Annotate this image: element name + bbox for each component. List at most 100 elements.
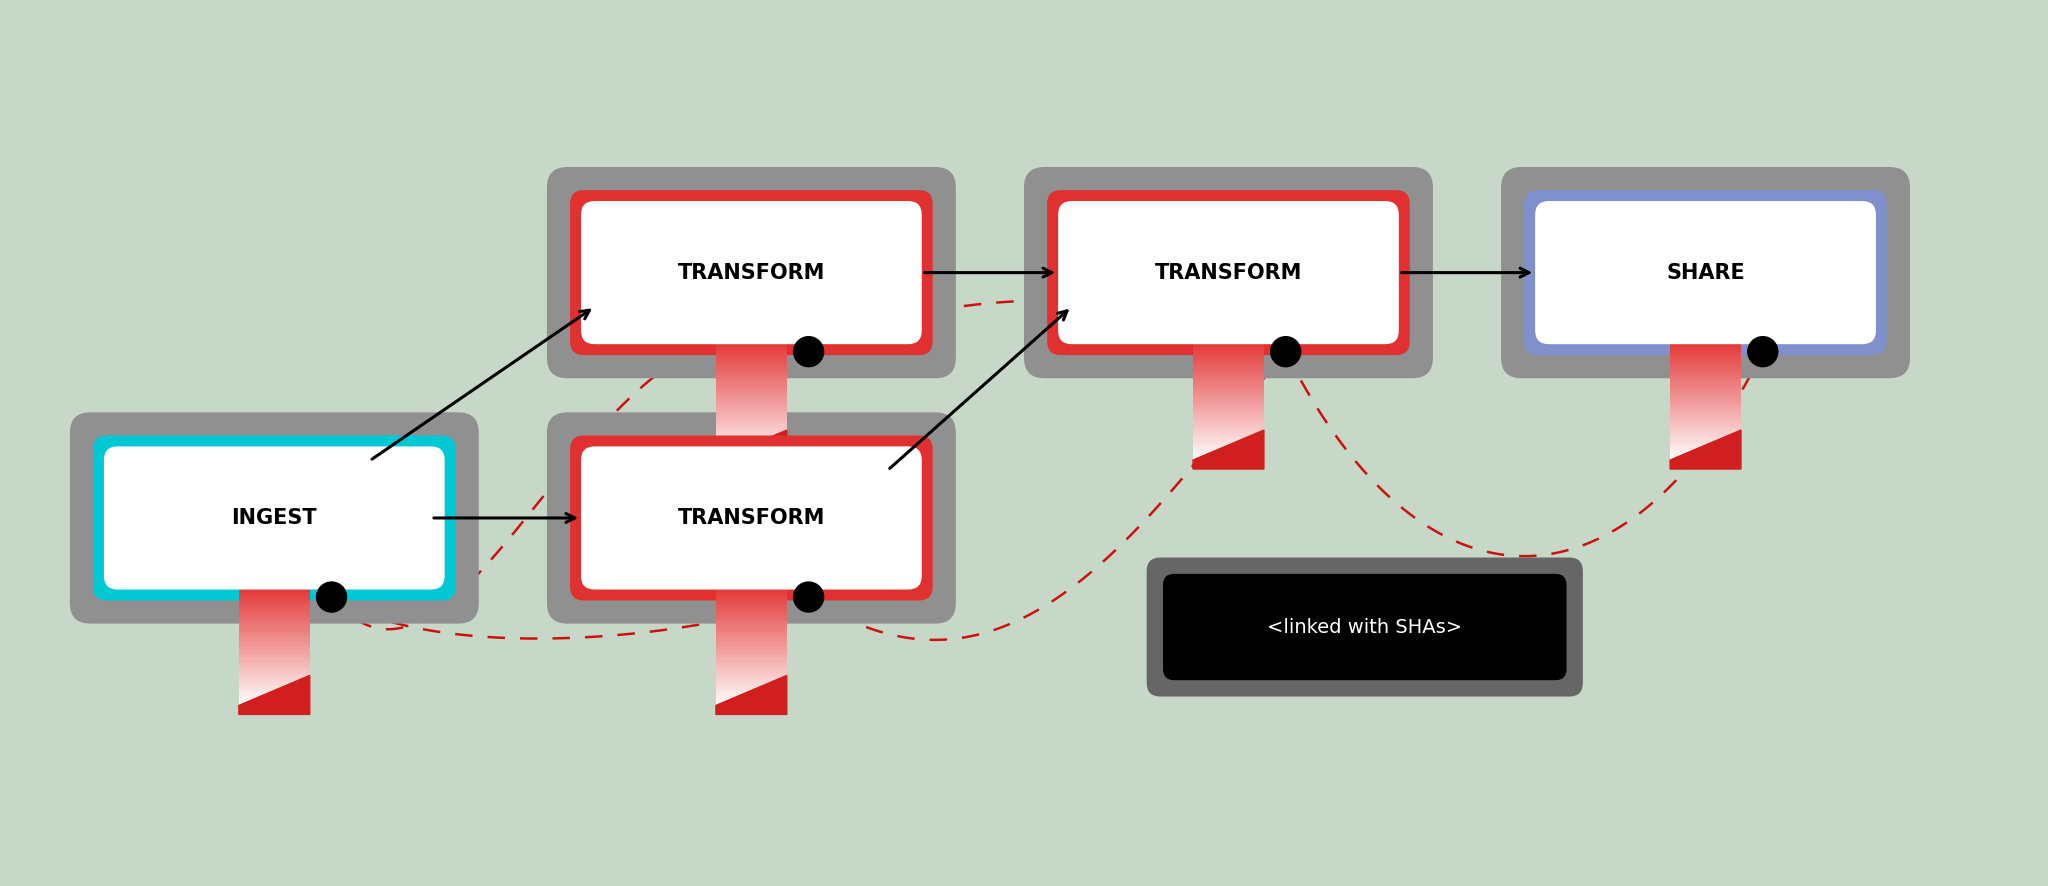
Bar bbox=[1669, 434, 1741, 438]
Bar bbox=[1194, 363, 1264, 367]
Circle shape bbox=[1747, 337, 1778, 367]
Bar bbox=[717, 676, 786, 680]
Bar bbox=[717, 434, 786, 438]
Bar bbox=[717, 611, 786, 615]
Bar bbox=[717, 627, 786, 632]
Bar bbox=[1669, 376, 1741, 379]
Bar bbox=[717, 389, 786, 392]
Bar bbox=[1669, 392, 1741, 396]
Bar bbox=[717, 411, 786, 416]
Bar bbox=[717, 360, 786, 363]
Circle shape bbox=[1270, 337, 1300, 367]
Bar bbox=[717, 609, 786, 612]
Bar bbox=[717, 454, 786, 457]
Bar bbox=[717, 657, 786, 660]
Bar bbox=[717, 340, 786, 344]
Polygon shape bbox=[1669, 430, 1741, 469]
Bar bbox=[717, 444, 786, 447]
Bar bbox=[240, 660, 309, 664]
Bar bbox=[1194, 399, 1264, 402]
Bar bbox=[240, 618, 309, 622]
Bar bbox=[240, 582, 309, 586]
Bar bbox=[717, 680, 786, 683]
Bar bbox=[1194, 356, 1264, 360]
Bar bbox=[1669, 337, 1741, 340]
Bar bbox=[717, 408, 786, 412]
Bar bbox=[1194, 395, 1264, 399]
Bar bbox=[717, 405, 786, 408]
Bar bbox=[240, 592, 309, 595]
Circle shape bbox=[795, 582, 823, 612]
Bar bbox=[240, 696, 309, 699]
FancyBboxPatch shape bbox=[582, 201, 922, 344]
Bar bbox=[717, 664, 786, 667]
Bar bbox=[717, 699, 786, 703]
FancyBboxPatch shape bbox=[104, 447, 444, 589]
Bar bbox=[717, 376, 786, 379]
Bar bbox=[717, 354, 786, 357]
Bar bbox=[717, 440, 786, 444]
Bar bbox=[240, 586, 309, 589]
Bar bbox=[717, 605, 786, 609]
Bar bbox=[1194, 344, 1264, 347]
Bar bbox=[1669, 421, 1741, 424]
Polygon shape bbox=[717, 430, 786, 469]
FancyBboxPatch shape bbox=[1536, 201, 1876, 344]
Circle shape bbox=[795, 337, 823, 367]
Bar bbox=[717, 693, 786, 696]
Bar bbox=[1669, 418, 1741, 422]
Bar bbox=[1669, 344, 1741, 347]
Bar bbox=[240, 654, 309, 657]
Bar bbox=[1194, 440, 1264, 444]
Bar bbox=[1194, 421, 1264, 424]
Bar bbox=[1194, 438, 1264, 441]
Bar bbox=[1669, 363, 1741, 367]
Bar bbox=[240, 589, 309, 593]
Bar bbox=[717, 421, 786, 424]
Bar bbox=[1669, 383, 1741, 386]
Bar bbox=[240, 609, 309, 612]
Bar bbox=[1194, 408, 1264, 412]
Bar bbox=[717, 654, 786, 657]
Bar bbox=[1194, 424, 1264, 428]
Bar bbox=[717, 686, 786, 689]
FancyBboxPatch shape bbox=[1163, 574, 1567, 680]
Bar bbox=[240, 673, 309, 677]
Bar bbox=[1194, 376, 1264, 379]
Bar bbox=[1194, 350, 1264, 354]
FancyBboxPatch shape bbox=[547, 167, 956, 378]
Bar bbox=[1194, 346, 1264, 350]
Bar bbox=[717, 366, 786, 369]
Bar bbox=[1669, 334, 1741, 338]
Bar bbox=[717, 369, 786, 373]
Bar bbox=[1194, 369, 1264, 373]
FancyBboxPatch shape bbox=[569, 190, 932, 355]
Bar bbox=[717, 666, 786, 670]
Bar bbox=[240, 680, 309, 683]
Bar bbox=[717, 689, 786, 693]
FancyBboxPatch shape bbox=[1524, 190, 1886, 355]
Bar bbox=[240, 666, 309, 670]
Bar bbox=[1669, 447, 1741, 451]
Bar bbox=[717, 431, 786, 434]
Bar bbox=[717, 415, 786, 418]
Bar bbox=[240, 670, 309, 673]
Bar bbox=[717, 644, 786, 648]
Bar bbox=[240, 676, 309, 680]
Bar bbox=[1194, 457, 1264, 461]
Bar bbox=[1669, 350, 1741, 354]
Bar bbox=[1194, 340, 1264, 344]
Bar bbox=[240, 693, 309, 696]
Bar bbox=[240, 595, 309, 599]
Bar bbox=[240, 702, 309, 706]
Bar bbox=[717, 647, 786, 650]
Bar bbox=[717, 673, 786, 677]
FancyBboxPatch shape bbox=[92, 436, 455, 601]
Bar bbox=[717, 447, 786, 451]
Bar bbox=[1669, 411, 1741, 416]
Bar bbox=[1194, 334, 1264, 338]
Text: <linked with SHAs>: <linked with SHAs> bbox=[1268, 618, 1462, 636]
Bar bbox=[240, 621, 309, 625]
Bar bbox=[1669, 360, 1741, 363]
Bar bbox=[240, 576, 309, 579]
